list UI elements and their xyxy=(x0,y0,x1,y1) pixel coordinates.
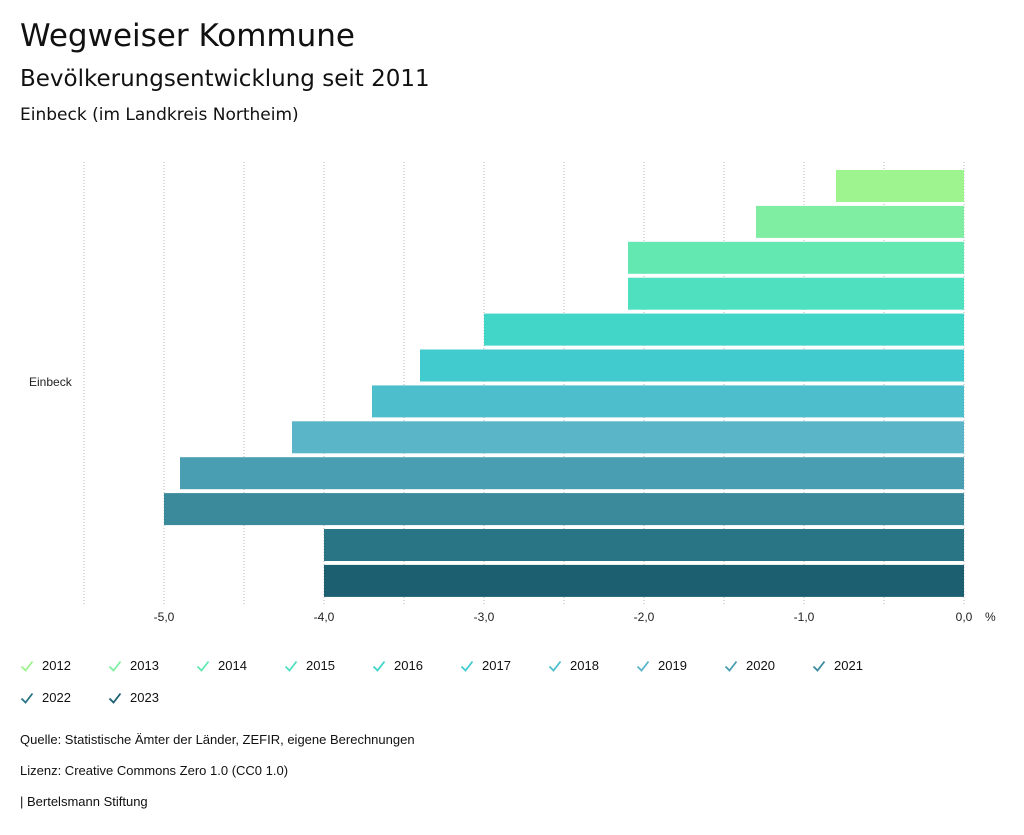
check-icon xyxy=(108,692,122,704)
legend-item-2014[interactable]: 2014 xyxy=(196,658,247,673)
legend-item-2018[interactable]: 2018 xyxy=(548,658,599,673)
check-icon xyxy=(284,660,298,672)
source-note: Quelle: Statistische Ämter der Länder, Z… xyxy=(20,732,415,747)
legend-label: 2018 xyxy=(570,658,599,673)
bar-2015[interactable] xyxy=(628,277,964,310)
check-icon xyxy=(108,660,122,672)
legend-label: 2020 xyxy=(746,658,775,673)
legend-label: 2016 xyxy=(394,658,423,673)
page-title: Wegweiser Kommune xyxy=(20,18,355,54)
unit-label: % xyxy=(985,610,996,624)
legend-item-2021[interactable]: 2021 xyxy=(812,658,863,673)
check-icon xyxy=(724,660,738,672)
bar-chart: -5,0 -4,0 -3,0 -2,0 -1,0 0,0 Einbeck % xyxy=(29,162,996,624)
bar-2023[interactable] xyxy=(324,564,964,597)
legend-item-2020[interactable]: 2020 xyxy=(724,658,775,673)
category-label: Einbeck xyxy=(29,375,73,389)
x-tick-label: -2,0 xyxy=(634,610,655,624)
legend-label: 2021 xyxy=(834,658,863,673)
x-tick-label: -4,0 xyxy=(314,610,335,624)
bar-2020[interactable] xyxy=(180,457,964,490)
bar-2017[interactable] xyxy=(420,349,964,382)
legend-item-2019[interactable]: 2019 xyxy=(636,658,687,673)
check-icon xyxy=(20,660,34,672)
legend-label: 2013 xyxy=(130,658,159,673)
legend-label: 2022 xyxy=(42,690,71,705)
x-tick-label: -1,0 xyxy=(794,610,815,624)
check-icon xyxy=(372,660,386,672)
legend-label: 2014 xyxy=(218,658,247,673)
legend-item-2022[interactable]: 2022 xyxy=(20,690,71,705)
legend-label: 2019 xyxy=(658,658,687,673)
check-icon xyxy=(196,660,210,672)
bar-2019[interactable] xyxy=(292,421,964,454)
x-tick-label: -3,0 xyxy=(474,610,495,624)
legend-item-2013[interactable]: 2013 xyxy=(108,658,159,673)
chart-subtitle: Bevölkerungsentwicklung seit 2011 xyxy=(20,66,430,92)
check-icon xyxy=(548,660,562,672)
check-icon xyxy=(812,660,826,672)
publisher-note: | Bertelsmann Stiftung xyxy=(20,794,148,809)
legend-label: 2017 xyxy=(482,658,511,673)
bar-2013[interactable] xyxy=(756,205,964,238)
x-tick-label: -5,0 xyxy=(154,610,175,624)
legend-item-2012[interactable]: 2012 xyxy=(20,658,71,673)
check-icon xyxy=(636,660,650,672)
legend-item-2016[interactable]: 2016 xyxy=(372,658,423,673)
bar-2016[interactable] xyxy=(484,313,964,346)
legend-label: 2015 xyxy=(306,658,335,673)
x-axis-ticks: -5,0 -4,0 -3,0 -2,0 -1,0 0,0 xyxy=(154,610,973,624)
region-label: Einbeck (im Landkreis Northeim) xyxy=(20,105,299,125)
x-tick-label: 0,0 xyxy=(956,610,973,624)
bar-2022[interactable] xyxy=(324,529,964,561)
legend-label: 2012 xyxy=(42,658,71,673)
bar-2014[interactable] xyxy=(628,241,964,274)
bar-2012[interactable] xyxy=(836,170,964,202)
bars xyxy=(164,170,964,597)
bar-2018[interactable] xyxy=(372,385,964,418)
legend-label: 2023 xyxy=(130,690,159,705)
legend-item-2023[interactable]: 2023 xyxy=(108,690,159,705)
check-icon xyxy=(20,692,34,704)
check-icon xyxy=(460,660,474,672)
bar-2021[interactable] xyxy=(164,493,964,526)
license-note: Lizenz: Creative Commons Zero 1.0 (CC0 1… xyxy=(20,763,289,778)
legend-item-2017[interactable]: 2017 xyxy=(460,658,511,673)
legend-item-2015[interactable]: 2015 xyxy=(284,658,335,673)
